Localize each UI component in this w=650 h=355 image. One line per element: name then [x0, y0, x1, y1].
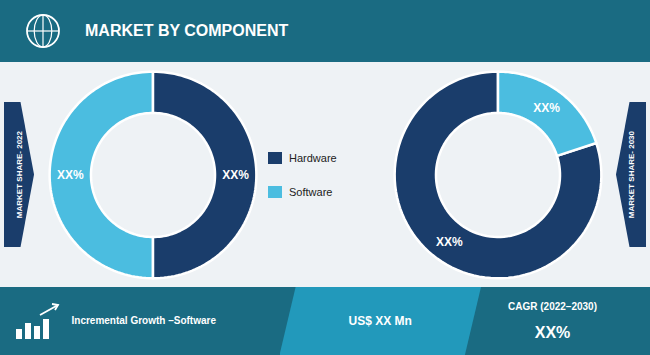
html-text:CAGR (2022–2030): CAGR (2022–2030)	[508, 301, 597, 312]
html-text:Software: Software	[289, 185, 333, 198]
svg-text:XX%: XX%	[436, 235, 463, 249]
html-text:MARKET SHARE- 2030: MARKET SHARE- 2030	[626, 130, 636, 219]
svg-text:XX%: XX%	[57, 168, 84, 182]
svg-text:XX%: XX%	[222, 168, 249, 182]
html-text:US$ XX Mn: US$ XX Mn	[348, 314, 412, 328]
html-text:Incremental Growth –Software: Incremental Growth –Software	[71, 315, 216, 326]
html-text:MARKET BY COMPONENT: MARKET BY COMPONENT	[85, 22, 289, 39]
svg-text:XX%: XX%	[533, 101, 560, 115]
html-text:XX%: XX%	[534, 324, 571, 341]
html-text:Hardware: Hardware	[289, 151, 337, 164]
html-text:MARKET SHARE- 2022: MARKET SHARE- 2022	[14, 130, 24, 219]
